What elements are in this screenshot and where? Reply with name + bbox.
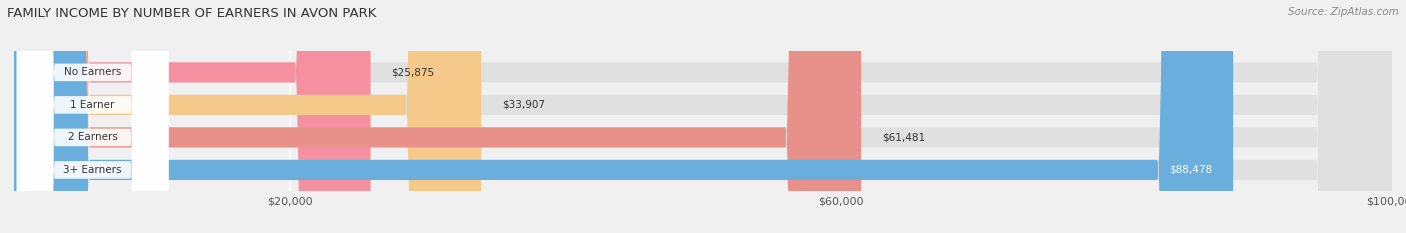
Text: $33,907: $33,907 (502, 100, 546, 110)
FancyBboxPatch shape (14, 0, 481, 233)
Text: No Earners: No Earners (63, 67, 121, 77)
Text: $61,481: $61,481 (882, 132, 925, 142)
FancyBboxPatch shape (14, 0, 862, 233)
FancyBboxPatch shape (14, 0, 1392, 233)
FancyBboxPatch shape (14, 0, 1392, 233)
FancyBboxPatch shape (14, 0, 1392, 233)
FancyBboxPatch shape (14, 0, 1392, 233)
FancyBboxPatch shape (17, 0, 169, 233)
Text: $25,875: $25,875 (391, 67, 434, 77)
FancyBboxPatch shape (14, 0, 1233, 233)
FancyBboxPatch shape (17, 0, 169, 233)
FancyBboxPatch shape (14, 0, 371, 233)
Text: 2 Earners: 2 Earners (67, 132, 118, 142)
FancyBboxPatch shape (17, 0, 169, 233)
Text: Source: ZipAtlas.com: Source: ZipAtlas.com (1288, 7, 1399, 17)
FancyBboxPatch shape (17, 0, 169, 233)
Text: $88,478: $88,478 (1170, 165, 1212, 175)
Text: 1 Earner: 1 Earner (70, 100, 115, 110)
Text: 3+ Earners: 3+ Earners (63, 165, 122, 175)
Text: FAMILY INCOME BY NUMBER OF EARNERS IN AVON PARK: FAMILY INCOME BY NUMBER OF EARNERS IN AV… (7, 7, 377, 20)
